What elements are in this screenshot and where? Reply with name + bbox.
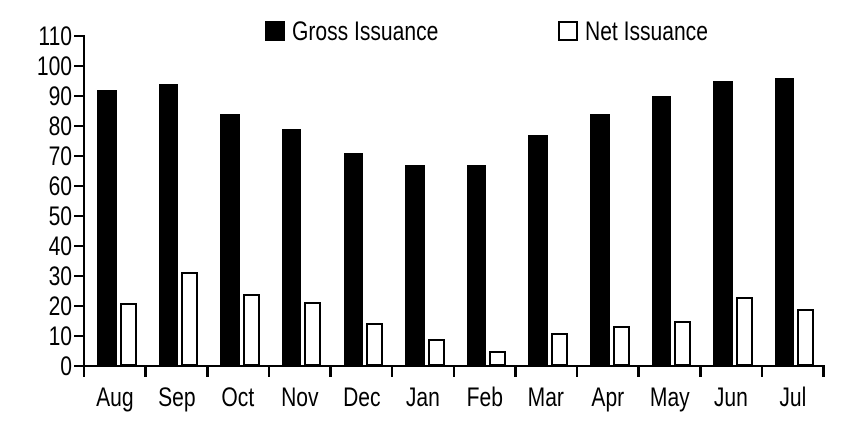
legend-item-gross-issuance: Gross Issuance <box>265 16 479 46</box>
bar-net-jul <box>797 309 815 366</box>
x-axis-label-aug: Aug <box>96 382 134 412</box>
x-axis-label-feb: Feb <box>466 382 503 412</box>
bar-net-apr <box>612 325 630 366</box>
x-tick-7 <box>514 367 517 378</box>
y-tick-50 <box>73 214 83 218</box>
y-tick-110 <box>73 34 83 38</box>
x-axis-label-jan: Jan <box>405 382 440 412</box>
bar-net-oct <box>242 294 260 366</box>
bar-net-dec <box>366 322 383 366</box>
bar-net-feb <box>489 351 507 366</box>
bar-net-jan <box>427 339 445 366</box>
bar-net-nov <box>304 301 322 366</box>
net-issuance-swatch-icon <box>558 21 578 41</box>
bar-gross-dec <box>343 153 363 366</box>
x-axis-label-nov: Nov <box>280 382 319 412</box>
bar-gross-nov <box>281 129 302 366</box>
y-axis-label-20: 20 <box>48 290 72 321</box>
x-axis-label-jun: Jun <box>714 382 749 412</box>
y-axis-label-110: 110 <box>38 20 72 51</box>
legend-label-gross-issuance: Gross Issuance <box>291 16 438 46</box>
bar-gross-aug <box>97 90 117 366</box>
x-axis-line <box>82 364 825 368</box>
bar-net-aug <box>119 303 137 366</box>
legend-item-net-issuance: Net Issuance <box>558 16 742 46</box>
bar-gross-jul <box>774 78 795 366</box>
x-tick-2 <box>206 367 209 378</box>
x-axis-label-may: May <box>649 382 690 412</box>
y-tick-80 <box>73 124 83 128</box>
y-tick-60 <box>73 184 83 188</box>
x-axis-label-oct: Oct <box>221 382 255 412</box>
x-tick-11 <box>760 367 764 378</box>
bar-net-sep <box>181 271 199 366</box>
y-tick-10 <box>73 334 83 338</box>
y-tick-100 <box>73 64 83 68</box>
y-tick-30 <box>73 274 83 278</box>
bar-gross-mar <box>528 135 548 366</box>
x-tick-0 <box>82 367 86 378</box>
x-tick-3 <box>267 367 271 378</box>
x-tick-10 <box>699 367 702 378</box>
y-tick-0 <box>73 364 83 368</box>
y-axis-label-40: 40 <box>48 230 72 261</box>
bar-gross-oct <box>220 114 240 366</box>
x-axis-label-apr: Apr <box>591 382 625 412</box>
y-axis-label-90: 90 <box>48 80 72 111</box>
x-axis-label-dec: Dec <box>342 382 381 412</box>
x-tick-12 <box>822 367 825 378</box>
y-axis-label-50: 50 <box>48 200 72 231</box>
bar-gross-jun <box>713 81 733 366</box>
x-tick-9 <box>637 367 640 378</box>
gross-issuance-swatch-icon <box>265 21 285 41</box>
x-tick-6 <box>452 367 455 378</box>
y-axis-label-80: 80 <box>48 110 72 141</box>
bar-net-may <box>674 321 692 366</box>
x-tick-5 <box>390 367 394 378</box>
bar-gross-sep <box>158 84 179 366</box>
bar-gross-feb <box>466 165 487 366</box>
y-axis-label-70: 70 <box>48 140 72 171</box>
bar-net-mar <box>550 333 568 366</box>
y-axis-label-60: 60 <box>48 170 72 201</box>
x-tick-4 <box>329 367 332 378</box>
bar-gross-may <box>651 96 672 366</box>
x-axis-label-jul: Jul <box>779 382 807 412</box>
y-tick-90 <box>73 94 83 98</box>
y-axis-line <box>82 34 85 368</box>
y-tick-20 <box>73 304 83 308</box>
x-axis-label-mar: Mar <box>528 382 565 412</box>
bar-net-jun <box>735 297 753 366</box>
y-axis-label-100: 100 <box>36 50 72 81</box>
x-axis-label-sep: Sep <box>157 382 196 412</box>
y-axis-label-10: 10 <box>48 320 72 351</box>
y-axis-label-0: 0 <box>60 350 72 381</box>
y-axis-label-30: 30 <box>48 260 72 291</box>
bar-gross-jan <box>405 165 425 366</box>
x-tick-1 <box>144 367 147 378</box>
y-tick-70 <box>73 154 83 158</box>
y-tick-40 <box>73 244 83 248</box>
x-tick-8 <box>575 367 579 378</box>
legend-label-net-issuance: Net Issuance <box>584 16 708 46</box>
bar-gross-apr <box>590 114 610 366</box>
